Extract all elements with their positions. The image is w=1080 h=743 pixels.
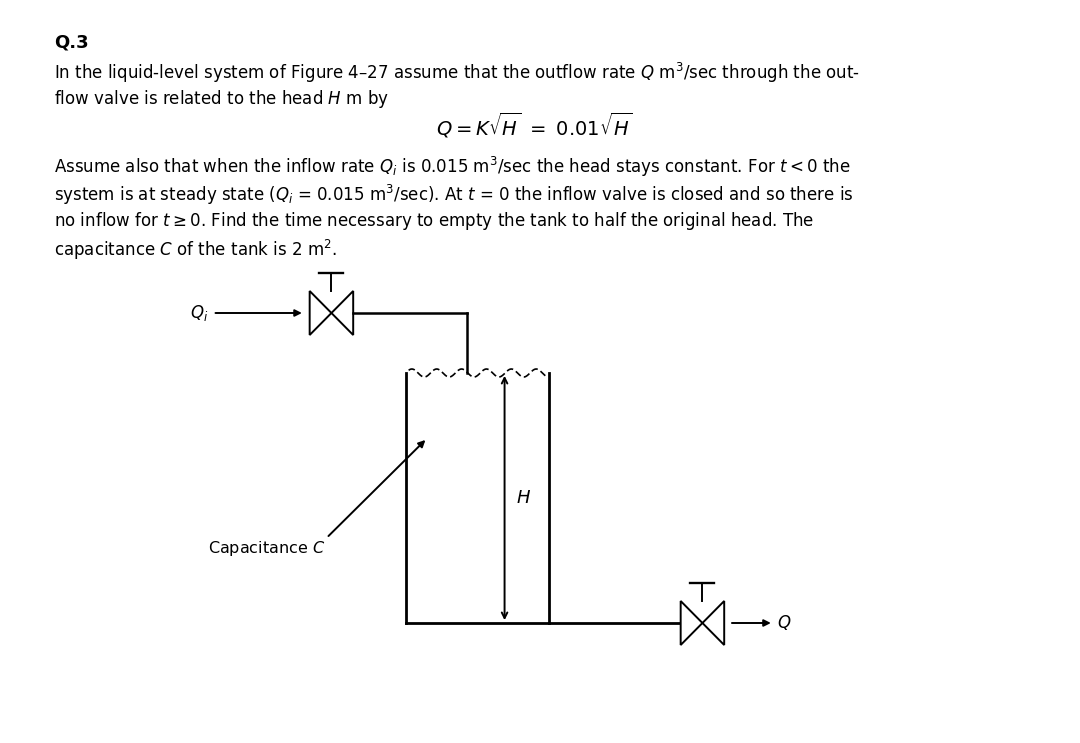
Text: capacitance $C$ of the tank is 2 m$^2$.: capacitance $C$ of the tank is 2 m$^2$. (54, 238, 337, 262)
Text: Q.3: Q.3 (54, 33, 89, 51)
Text: $Q = K\sqrt{H}\ =\ 0.01\sqrt{H}$: $Q = K\sqrt{H}\ =\ 0.01\sqrt{H}$ (436, 111, 632, 140)
Text: In the liquid-level system of Figure 4–27 assume that the outflow rate $Q$ m$^3$: In the liquid-level system of Figure 4–2… (54, 61, 861, 85)
Text: flow valve is related to the head $H$ m by: flow valve is related to the head $H$ m … (54, 88, 390, 110)
Text: Assume also that when the inflow rate $Q_i$ is 0.015 m$^3$/sec the head stays co: Assume also that when the inflow rate $Q… (54, 155, 851, 179)
Text: Capacitance $C$: Capacitance $C$ (207, 539, 325, 557)
Text: no inflow for $t \geq 0$. Find the time necessary to empty the tank to half the : no inflow for $t \geq 0$. Find the time … (54, 210, 814, 232)
Text: system is at steady state ($Q_i$ = 0.015 m$^3$/sec). At $t$ = 0 the inflow valve: system is at steady state ($Q_i$ = 0.015… (54, 183, 854, 207)
Text: $Q$: $Q$ (777, 614, 791, 632)
Text: $H$: $H$ (516, 489, 531, 507)
Text: $Q_i$: $Q_i$ (189, 303, 207, 323)
